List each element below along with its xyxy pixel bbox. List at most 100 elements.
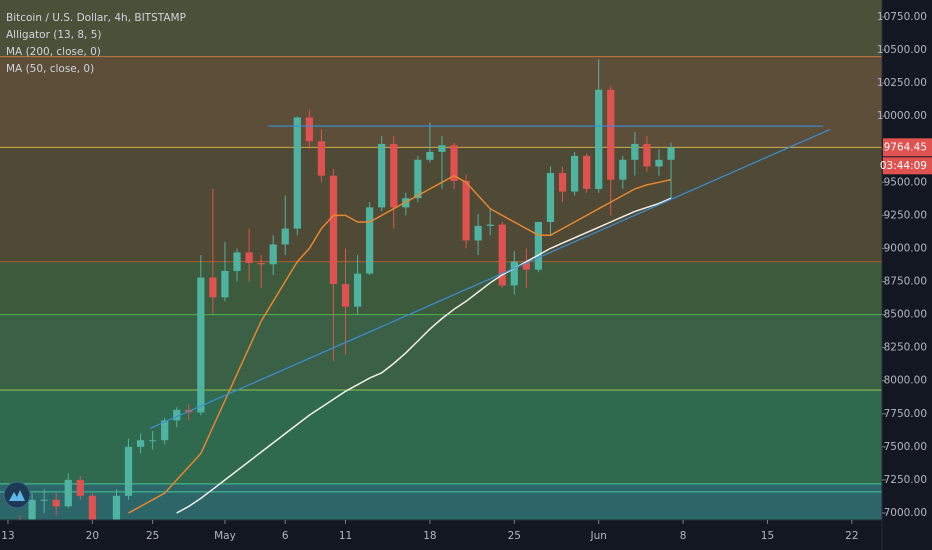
x-tick-label: 20 <box>86 530 99 542</box>
y-tick-label: 10000.00 <box>877 110 927 122</box>
x-tick-label: 13 <box>1 530 14 542</box>
candle-body <box>149 440 157 442</box>
candle-body <box>655 159 663 167</box>
candle-body <box>28 499 36 520</box>
candle-body <box>52 499 60 507</box>
candle-body <box>570 155 579 192</box>
x-tick-label: 18 <box>423 530 436 542</box>
candle-body <box>353 273 362 307</box>
candle-body <box>40 499 48 501</box>
ma-line <box>176 197 672 514</box>
logo <box>3 481 31 509</box>
candle-body <box>197 277 205 413</box>
trendline <box>149 128 831 429</box>
y-tick-label: 7750.00 <box>884 408 927 420</box>
candle-body <box>136 440 145 447</box>
ma-line <box>128 174 672 514</box>
candle-body <box>233 252 241 271</box>
y-tick-label: 9500.00 <box>884 176 927 188</box>
countdown: 03:44:09 <box>880 160 927 172</box>
zone <box>0 147 882 262</box>
candle-body <box>124 446 133 496</box>
y-tick-label: 8250.00 <box>884 342 927 354</box>
y-tick-label: 10250.00 <box>877 77 927 89</box>
candle-body <box>341 284 350 307</box>
candle-body <box>112 495 121 520</box>
y-tick-label: 9250.00 <box>884 209 927 221</box>
candle-body <box>305 117 313 142</box>
candle-body <box>269 244 277 265</box>
x-tick-label: 11 <box>339 530 352 542</box>
candle-body <box>317 141 326 176</box>
x-tick-label: May <box>214 530 236 542</box>
axes: 7000.00 7250.00 7500.00 7750.00 8000.00 8250.… <box>1 11 932 542</box>
candle-body <box>450 145 458 181</box>
zone <box>0 0 882 57</box>
candle-body <box>366 207 374 274</box>
candle-body <box>583 155 591 189</box>
candle-body <box>510 261 518 286</box>
candle-body <box>426 151 434 160</box>
countdown-box <box>883 157 932 175</box>
candle-body <box>522 261 530 270</box>
candle-body <box>173 409 181 421</box>
zone <box>0 261 882 315</box>
candle-body <box>64 479 72 507</box>
candle-body <box>667 147 675 160</box>
legend-entry: MA (200, close, 0) <box>6 46 101 58</box>
legend-entry: MA (50, close, 0) <box>6 63 94 75</box>
candle-body <box>595 89 603 189</box>
candle-body <box>245 252 253 263</box>
candle-body <box>378 143 386 208</box>
x-tick-label: 8 <box>680 530 687 542</box>
y-tick-label: 9000.00 <box>884 242 927 254</box>
zone <box>0 56 882 148</box>
candle-body <box>88 495 96 520</box>
y-tick-label: 7000.00 <box>884 507 927 519</box>
candle-body <box>558 173 567 192</box>
y-tick-label: 7500.00 <box>884 441 927 453</box>
y-tick-label: 8500.00 <box>884 309 927 321</box>
candle-body <box>643 143 651 167</box>
candle-body <box>329 175 338 285</box>
x-tick-label: 25 <box>146 530 159 542</box>
x-tick-label: 6 <box>282 530 289 542</box>
candle-body <box>631 143 639 160</box>
y-tick-label: 10500.00 <box>877 44 927 56</box>
candle-body <box>546 173 555 222</box>
x-tick-label: Jun <box>589 530 606 542</box>
candle-body <box>414 159 422 199</box>
zone <box>0 483 882 520</box>
candle-body <box>619 159 627 180</box>
candle-body <box>390 143 398 208</box>
last-price-box <box>883 138 932 157</box>
candle-body <box>607 89 615 180</box>
candle-body <box>438 145 446 152</box>
zones <box>0 0 882 520</box>
zone <box>0 389 882 484</box>
legend-entry: Alligator (13, 8, 5) <box>6 29 102 41</box>
candle-body <box>257 262 265 265</box>
candle-body <box>161 420 169 441</box>
candle-body <box>498 224 506 286</box>
candle-body <box>474 225 482 241</box>
candle-body <box>462 180 470 241</box>
candle-body <box>486 224 494 226</box>
time-axis <box>0 520 882 550</box>
candle-body <box>76 479 84 496</box>
y-tick-label: 10750.00 <box>877 11 927 23</box>
x-tick-label: 25 <box>508 530 521 542</box>
zone <box>0 314 882 390</box>
y-tick-label: 8750.00 <box>884 275 927 287</box>
x-tick-label: 15 <box>761 530 774 542</box>
candle-body <box>209 277 217 298</box>
chart-title: Bitcoin / U.S. Dollar, 4h, BITSTAMP <box>6 12 186 24</box>
candle-body <box>534 221 543 270</box>
candle-body <box>221 270 229 298</box>
price-axis <box>882 0 932 550</box>
candle-body <box>293 117 301 229</box>
y-tick-label: 7250.00 <box>884 474 927 486</box>
candle-body <box>281 228 289 245</box>
y-tick-label: 8000.00 <box>884 375 927 387</box>
